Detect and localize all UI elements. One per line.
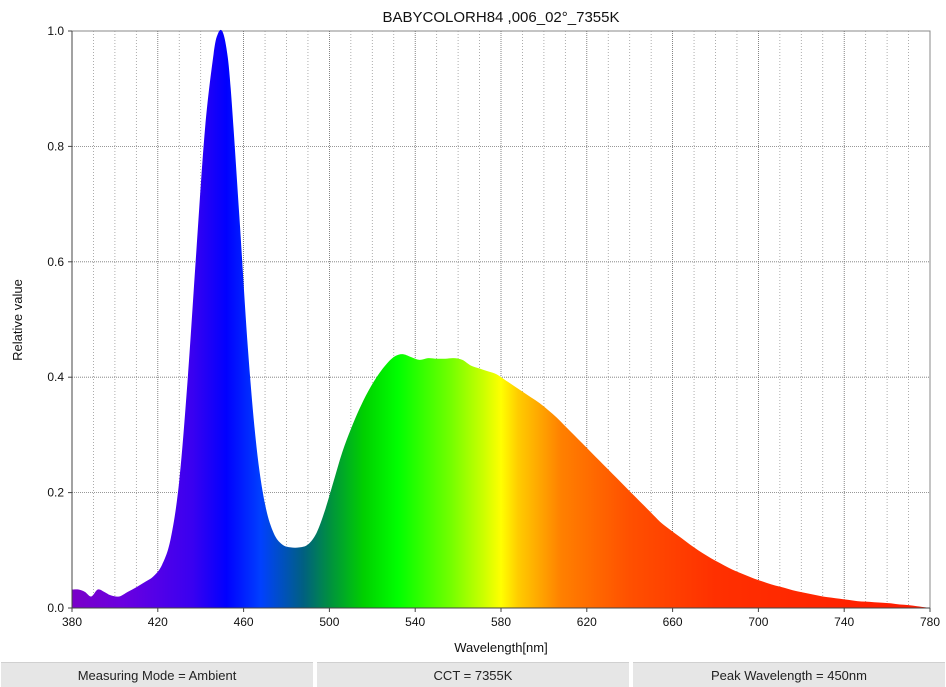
x-tick-label: 700 [748,615,768,629]
x-tick-label: 500 [319,615,339,629]
chart-title: BABYCOLORH84 ,006_02°_7355K [383,9,620,26]
spectrum-chart: 380 420 460 500 540 580 620 660 700 740 780 0.0 0.2 0… [10,9,940,655]
x-tick-label: 740 [834,615,854,629]
x-tick-label: 660 [663,615,683,629]
x-tick-label: 380 [62,615,82,629]
x-axis-label: Wavelength[nm] [454,640,547,655]
y-axis-label: Relative value [10,279,25,361]
x-tick-label: 460 [234,615,254,629]
axis-ticks: 380 420 460 500 540 580 620 660 700 740 780 0.0 0.2 0… [47,24,940,629]
measuring-mode-status: Measuring Mode = Ambient [1,662,313,687]
status-bar: Measuring Mode = Ambient CCT = 7355K Pea… [0,662,946,687]
y-tick-label: 0.6 [47,255,64,269]
x-tick-label: 540 [405,615,425,629]
spectrum-area [72,29,930,608]
chart-canvas: 380 420 460 500 540 580 620 660 700 740 780 0.0 0.2 0… [10,9,940,655]
x-tick-label: 780 [920,615,940,629]
cct-status: CCT = 7355K [317,662,629,687]
x-tick-label: 620 [577,615,597,629]
y-tick-label: 0.4 [47,370,64,384]
y-tick-label: 0.0 [47,601,64,615]
x-tick-label: 580 [491,615,511,629]
y-tick-label: 1.0 [47,24,64,38]
y-tick-label: 0.2 [47,486,64,500]
x-tick-label: 420 [148,615,168,629]
y-tick-label: 0.8 [47,139,64,153]
peak-wavelength-status: Peak Wavelength = 450nm [633,662,945,687]
